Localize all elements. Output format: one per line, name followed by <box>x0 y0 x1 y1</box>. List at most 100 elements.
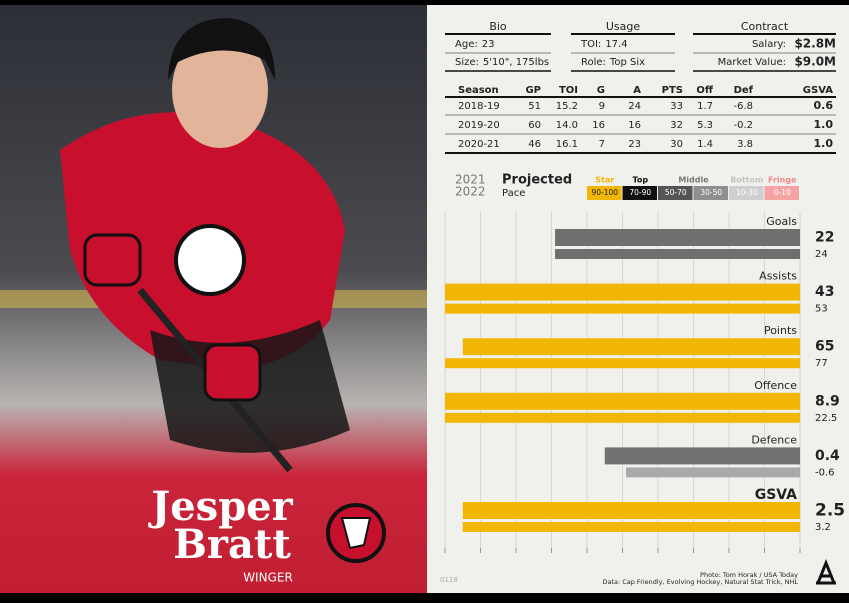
stat-cell: 2020-21 <box>458 139 500 150</box>
row-value: 23 <box>482 39 495 50</box>
stat-cell: 2019-20 <box>458 120 500 131</box>
tier-name: Middle <box>678 176 709 185</box>
first-name: Jesper <box>148 483 293 530</box>
row-label: Role: <box>581 57 606 68</box>
stat-cell: 16.1 <box>556 139 578 150</box>
tier-range: 90-100 <box>591 188 618 197</box>
stat-cell: 9 <box>599 101 605 112</box>
category-label: Defence <box>751 433 797 446</box>
column-header: G <box>597 85 605 96</box>
stat-cell: 16 <box>628 120 641 131</box>
stat-value: 8.9 <box>815 393 840 409</box>
stat-value: 77 <box>815 358 828 369</box>
stat-cell: 5.3 <box>697 120 713 131</box>
last-name: Bratt <box>173 521 291 568</box>
tier-swatch <box>622 186 657 200</box>
face <box>172 32 268 148</box>
tier-range: 0-10 <box>774 188 791 197</box>
stat-cell: -0.2 <box>733 120 753 131</box>
tier-swatch <box>693 186 728 200</box>
stat-value: 65 <box>815 339 834 355</box>
column-header: Def <box>734 85 754 96</box>
bar <box>445 358 800 369</box>
stat-cell: 46 <box>528 139 541 150</box>
stat-value: 22.5 <box>815 413 837 424</box>
tier-name: Bottom <box>730 176 763 185</box>
row: TOI: 17.4 <box>580 39 628 50</box>
category-label: GSVA <box>755 487 797 503</box>
row-label: TOI: <box>580 39 601 50</box>
category-label: Points <box>764 324 797 337</box>
stat-cell: 1.4 <box>697 139 713 150</box>
column-header: Season <box>458 85 499 96</box>
credit: Data: Cap Friendly, Evolving Hockey, Nat… <box>602 578 798 586</box>
row-value: 5'10", 175lbs <box>483 57 549 68</box>
column-header: GSVA <box>803 85 833 96</box>
footer-code: 0118 <box>440 576 458 584</box>
stat-cell: 1.0 <box>814 118 834 131</box>
row: Role: Top Six <box>581 57 645 68</box>
stat-value: -0.6 <box>815 467 835 478</box>
stat-value: 2.5 <box>815 501 845 521</box>
team-logo-mark <box>340 517 372 550</box>
column-header: PTS <box>662 85 683 96</box>
bar <box>626 467 800 478</box>
row-label: Age: <box>455 39 478 50</box>
row: Size: 5'10", 175lbs <box>455 57 549 68</box>
row-label: Market Value: <box>718 57 786 68</box>
row-value: $9.0M <box>794 55 836 69</box>
position: WINGER <box>243 571 293 585</box>
bar <box>445 412 800 423</box>
stat-cell: 3.8 <box>737 139 753 150</box>
stat-cell: -6.8 <box>733 101 753 112</box>
bar <box>445 283 800 301</box>
stat-cell: 1.0 <box>814 137 834 150</box>
stat-cell: 51 <box>528 101 541 112</box>
tier-name: Star <box>595 176 614 185</box>
column-header: GP <box>525 85 541 96</box>
stat-value: 0.4 <box>815 448 840 464</box>
block-title: Usage <box>606 20 641 33</box>
category-label: Assists <box>759 270 797 283</box>
bar <box>462 502 800 519</box>
stat-value: 3.2 <box>815 522 831 533</box>
glove <box>83 233 142 287</box>
photo-panel: Jesper Bratt WINGER <box>0 5 427 593</box>
category-label: Goals <box>766 215 797 228</box>
category-label: Offence <box>754 379 797 392</box>
chart-subtitle: Pace <box>502 188 525 199</box>
tier-swatch <box>587 186 622 200</box>
bar <box>462 522 800 532</box>
stat-cell: 30 <box>670 139 683 150</box>
publisher-logo <box>816 558 836 585</box>
legend-series: 2022 <box>455 185 486 199</box>
stat-cell: 33 <box>670 101 683 112</box>
row-label: Salary: <box>752 39 786 50</box>
credit: Photo: Tom Horak / USA Today <box>700 571 798 579</box>
bar <box>555 229 800 246</box>
stat-cell: 2018-19 <box>458 101 500 112</box>
tier-name: Fringe <box>768 176 797 185</box>
row-value: $2.8M <box>794 37 836 51</box>
stat-cell: 1.7 <box>697 101 713 112</box>
bar <box>555 249 800 259</box>
column-header: TOI <box>559 85 578 96</box>
bar <box>445 392 800 410</box>
bar <box>604 447 800 465</box>
stat-value: 24 <box>815 249 828 260</box>
block-title: Contract <box>741 20 789 33</box>
tier-range: 10-30 <box>736 188 758 197</box>
bar <box>445 303 800 314</box>
glove <box>203 343 262 402</box>
row-value: 17.4 <box>605 39 627 50</box>
tier-swatch <box>764 186 799 200</box>
stat-cell: 60 <box>528 120 541 131</box>
stat-cell: 7 <box>599 139 605 150</box>
stat-value: 22 <box>815 230 834 246</box>
column-header: Off <box>696 85 714 96</box>
stat-cell: 23 <box>628 139 641 150</box>
tier-range: 30-50 <box>700 188 722 197</box>
legend-series: 2021 <box>455 173 486 187</box>
tier-range: 70-90 <box>629 188 651 197</box>
